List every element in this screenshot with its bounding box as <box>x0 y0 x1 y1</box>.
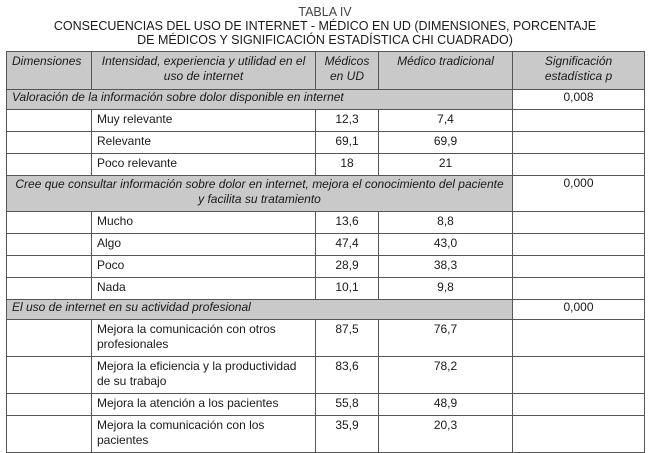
p-cell <box>512 319 645 357</box>
value-ud: 35,9 <box>315 415 379 453</box>
table-row: Mucho 13,6 8,8 <box>6 211 645 234</box>
dimension-cell <box>6 356 92 394</box>
table-row: Nada 10,1 9,8 <box>6 277 645 300</box>
p-cell <box>512 109 645 132</box>
value-tradicional: 38,3 <box>378 255 513 278</box>
value-ud: 83,6 <box>315 356 379 394</box>
table-row: Algo 47,4 43,0 <box>6 233 645 256</box>
value-tradicional: 9,8 <box>378 277 513 300</box>
dimension-cell <box>6 109 92 132</box>
section-title: Valoración de la información sobre dolor… <box>6 89 513 110</box>
header-medicos-ud: Médicos en UD <box>315 51 379 90</box>
value-ud: 18 <box>315 153 379 176</box>
table-row: Relevante 69,1 69,9 <box>6 131 645 154</box>
table-caption: TABLA IV CONSECUENCIAS DEL USO DE INTERN… <box>0 5 650 47</box>
table-row: Poco relevante 18 21 <box>6 153 645 176</box>
value-tradicional: 7,4 <box>378 109 513 132</box>
value-tradicional: 48,9 <box>378 393 513 416</box>
value-tradicional: 8,8 <box>378 211 513 234</box>
section-row: El uso de internet en su actividad profe… <box>6 299 645 320</box>
table-row: Mejora la atención a los pacientes 55,8 … <box>6 393 645 416</box>
header-row: Dimensiones Intensidad, experiencia y ut… <box>6 51 645 90</box>
p-cell <box>512 393 645 416</box>
p-cell <box>512 356 645 394</box>
value-ud: 55,8 <box>315 393 379 416</box>
item-label: Mejora la eficiencia y la productividad … <box>91 356 316 394</box>
table-row: Mejora la eficiencia y la productividad … <box>6 356 645 394</box>
item-label: Relevante <box>91 131 316 154</box>
value-ud: 47,4 <box>315 233 379 256</box>
section-row: Valoración de la información sobre dolor… <box>6 89 645 110</box>
table-row: Mejora la comunicación con los pacientes… <box>6 415 645 453</box>
table-row: Mejora la comunicación con otros profesi… <box>6 319 645 357</box>
results-table: Dimensiones Intensidad, experiencia y ut… <box>6 51 645 453</box>
p-cell <box>512 211 645 234</box>
value-tradicional: 69,9 <box>378 131 513 154</box>
dimension-cell <box>6 415 92 453</box>
dimension-cell <box>6 153 92 176</box>
section-title: El uso de internet en su actividad profe… <box>6 299 513 320</box>
p-cell <box>512 255 645 278</box>
dimension-cell <box>6 255 92 278</box>
dimension-cell <box>6 393 92 416</box>
item-label: Poco relevante <box>91 153 316 176</box>
dimension-cell <box>6 319 92 357</box>
item-label: Nada <box>91 277 316 300</box>
item-label: Mejora la comunicación con otros profesi… <box>91 319 316 357</box>
item-label: Mejora la comunicación con los pacientes <box>91 415 316 453</box>
value-tradicional: 78,2 <box>378 356 513 394</box>
table-row: Poco 28,9 38,3 <box>6 255 645 278</box>
value-tradicional: 43,0 <box>378 233 513 256</box>
dimension-cell <box>6 277 92 300</box>
p-cell <box>512 233 645 256</box>
section-row: Cree que consultar información sobre dol… <box>6 175 645 212</box>
item-label: Poco <box>91 255 316 278</box>
value-tradicional: 76,7 <box>378 319 513 357</box>
item-label: Muy relevante <box>91 109 316 132</box>
value-ud: 13,6 <box>315 211 379 234</box>
header-medico-tradicional: Médico tradicional <box>378 51 513 90</box>
p-cell <box>512 277 645 300</box>
table-label: TABLA IV <box>298 5 352 19</box>
value-ud: 69,1 <box>315 131 379 154</box>
value-ud: 10,1 <box>315 277 379 300</box>
item-label: Algo <box>91 233 316 256</box>
item-label: Mejora la atención a los pacientes <box>91 393 316 416</box>
value-ud: 12,3 <box>315 109 379 132</box>
table-title-line2: DE MÉDICOS Y SIGNIFICACIÓN ESTADÍSTICA C… <box>137 33 513 47</box>
p-cell <box>512 153 645 176</box>
table-row: Muy relevante 12,3 7,4 <box>6 109 645 132</box>
value-tradicional: 21 <box>378 153 513 176</box>
dimension-cell <box>6 211 92 234</box>
value-ud: 87,5 <box>315 319 379 357</box>
value-tradicional: 20,3 <box>378 415 513 453</box>
table-title-line1: CONSECUENCIAS DEL USO DE INTERNET - MÉDI… <box>53 19 597 33</box>
item-label: Mucho <box>91 211 316 234</box>
dimension-cell <box>6 131 92 154</box>
p-value: 0,000 <box>512 175 645 212</box>
header-significacion: Significación estadística p <box>512 51 645 90</box>
header-intensidad: Intensidad, experiencia y utilidad en el… <box>91 51 316 90</box>
dimension-cell <box>6 233 92 256</box>
value-ud: 28,9 <box>315 255 379 278</box>
p-cell <box>512 131 645 154</box>
p-value: 0,000 <box>512 299 645 320</box>
p-value: 0,008 <box>512 89 645 110</box>
header-dimensiones: Dimensiones <box>6 51 92 90</box>
section-title: Cree que consultar información sobre dol… <box>6 175 513 212</box>
p-cell <box>512 415 645 453</box>
